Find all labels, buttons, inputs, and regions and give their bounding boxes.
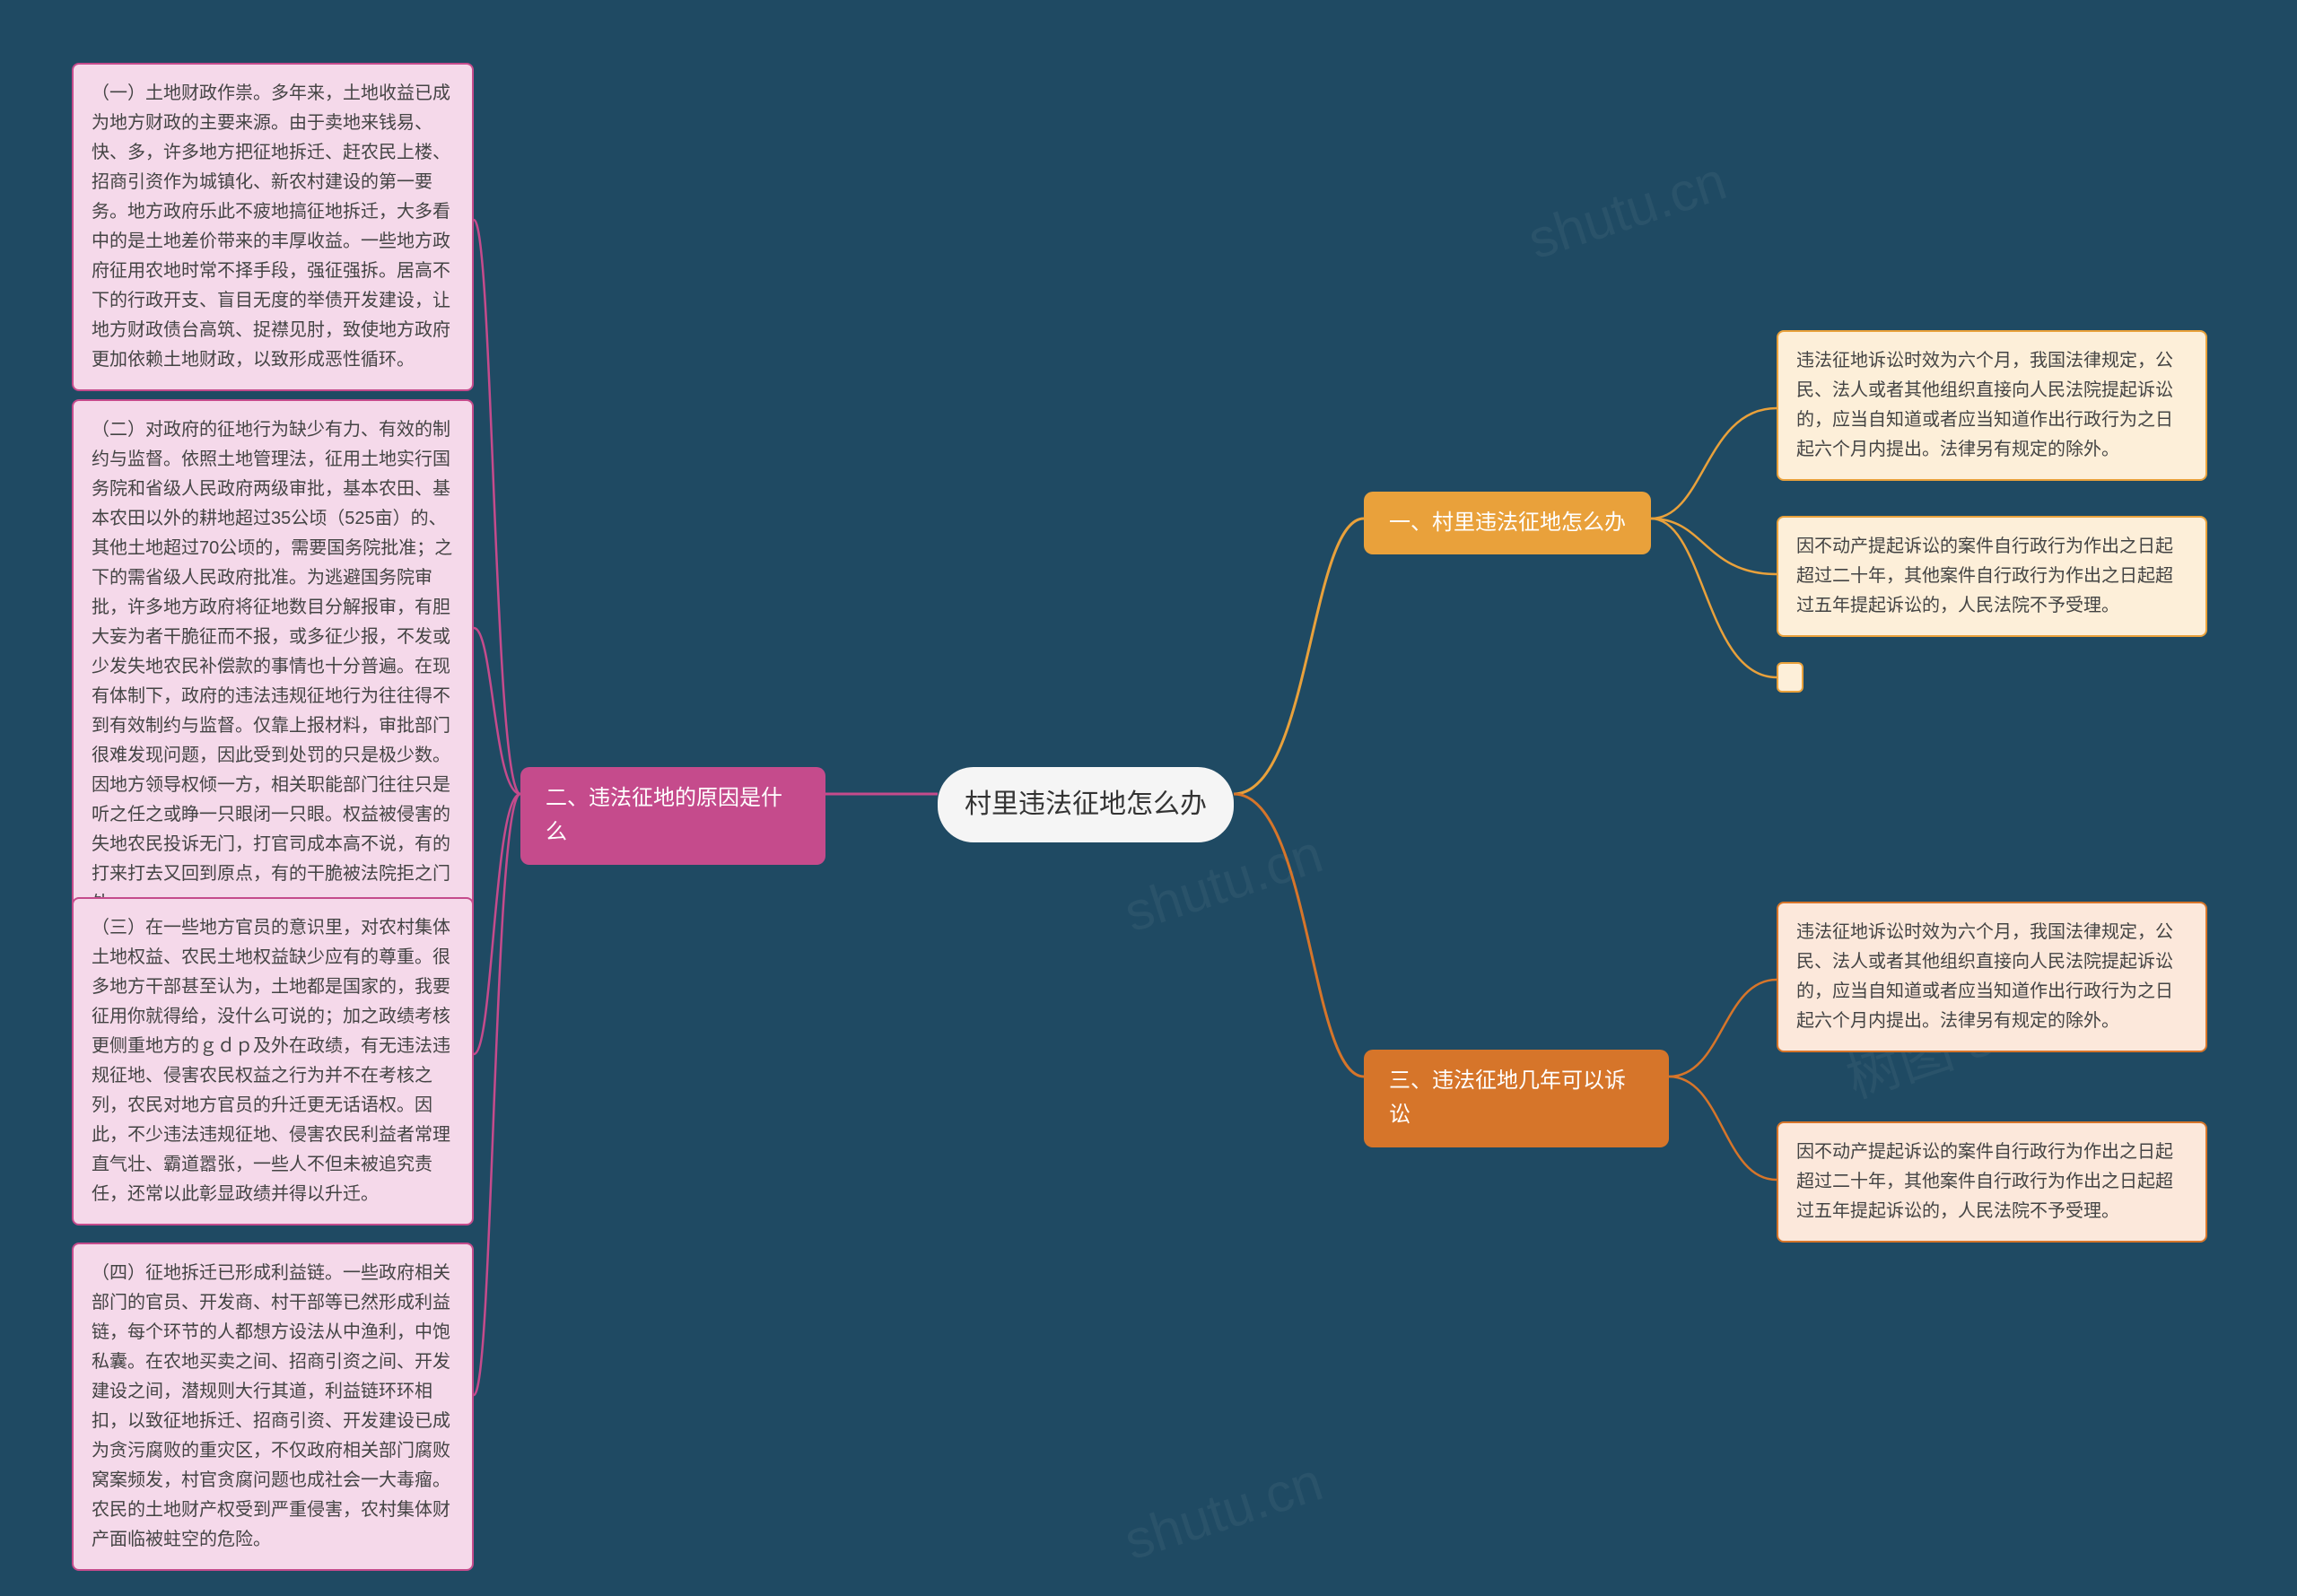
leaf-node: （三）在一些地方官员的意识里，对农村集体土地权益、农民土地权益缺少应有的尊重。很… xyxy=(72,897,474,1225)
leaf-node: 因不动产提起诉讼的案件自行政行为作出之日起超过二十年，其他案件自行政行为作出之日… xyxy=(1777,516,2207,637)
leaf-node: 违法征地诉讼时效为六个月，我国法律规定，公民、法人或者其他组织直接向人民法院提起… xyxy=(1777,330,2207,481)
leaf-node: （一）土地财政作祟。多年来，土地收益已成为地方财政的主要来源。由于卖地来钱易、快… xyxy=(72,63,474,391)
leaf-node: （四）征地拆迁已形成利益链。一些政府相关部门的官员、开发商、村干部等已然形成利益… xyxy=(72,1243,474,1571)
branch-node-3: 三、违法征地几年可以诉讼 xyxy=(1364,1050,1669,1147)
branch-node-2: 二、违法征地的原因是什么 xyxy=(520,767,825,865)
leaf-node: 因不动产提起诉讼的案件自行政行为作出之日起超过二十年，其他案件自行政行为作出之日… xyxy=(1777,1121,2207,1243)
leaf-node-empty xyxy=(1777,662,1804,693)
watermark: shutu.cn xyxy=(1521,150,1734,272)
leaf-node: 违法征地诉讼时效为六个月，我国法律规定，公民、法人或者其他组织直接向人民法院提起… xyxy=(1777,902,2207,1052)
mindmap-root: 村里违法征地怎么办 xyxy=(938,767,1234,842)
branch-node-1: 一、村里违法征地怎么办 xyxy=(1364,492,1651,554)
leaf-node: （二）对政府的征地行为缺少有力、有效的制约与监督。依照土地管理法，征用土地实行国… xyxy=(72,399,474,935)
watermark: shutu.cn xyxy=(1117,1451,1330,1573)
